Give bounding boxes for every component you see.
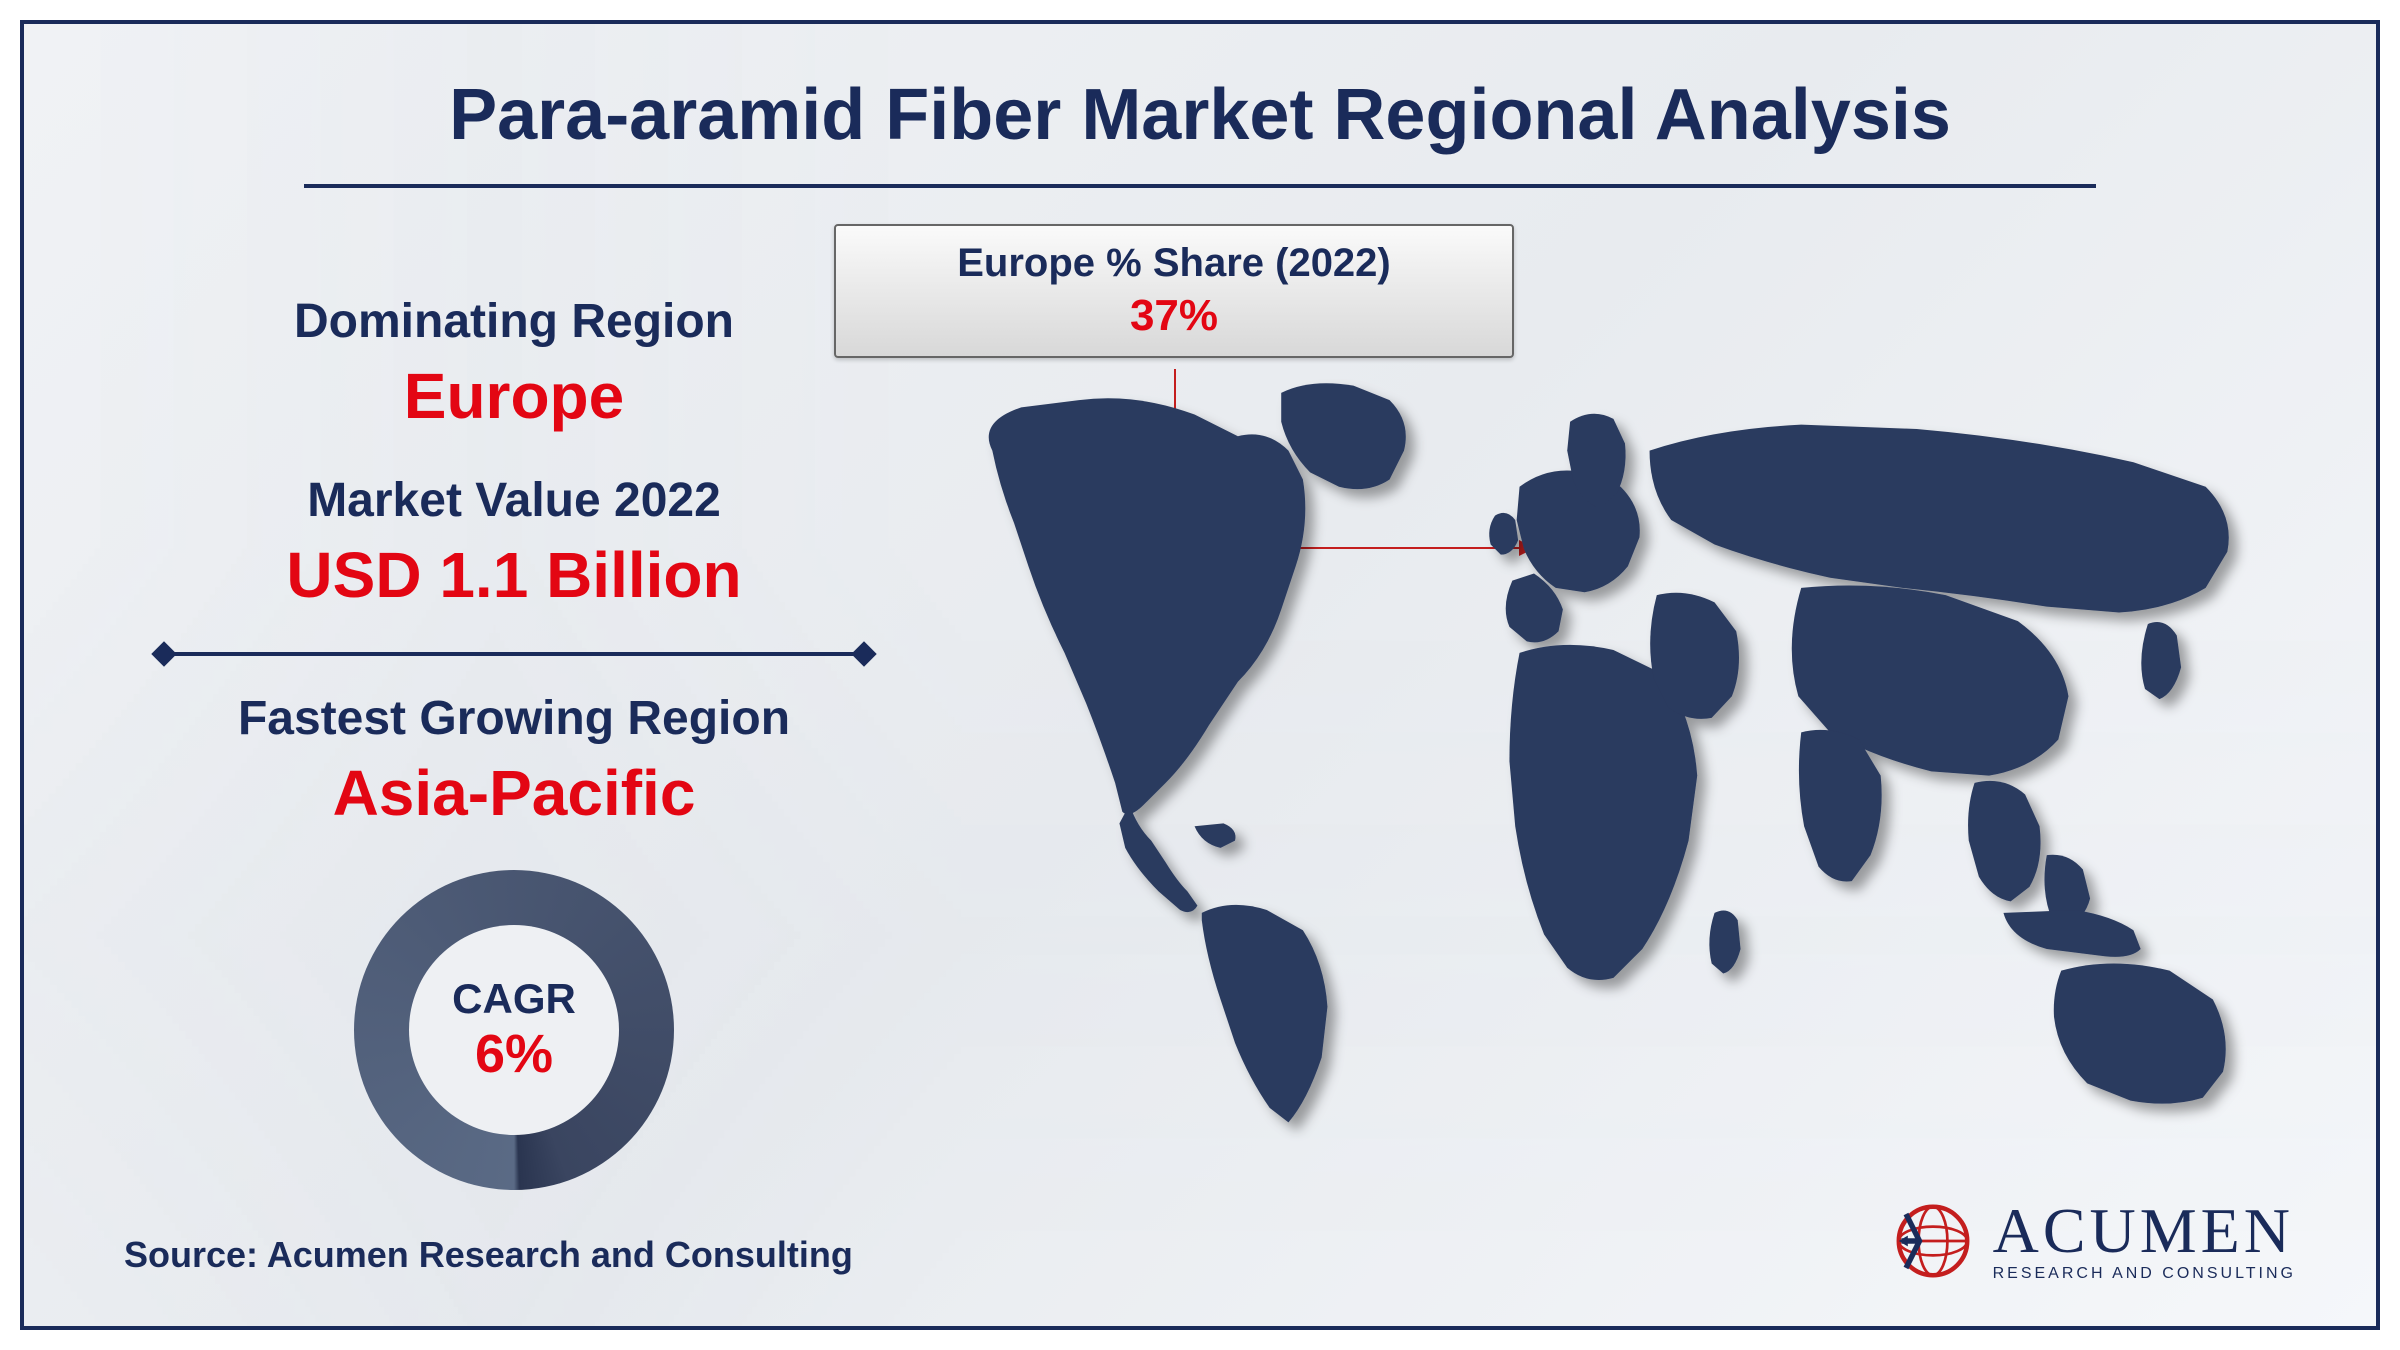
logo-main-text: ACUMEN: [1993, 1199, 2296, 1263]
company-logo: ACUMEN RESEARCH AND CONSULTING: [1888, 1196, 2296, 1286]
cagr-label: CAGR: [452, 975, 576, 1023]
world-map-svg: [874, 364, 2324, 1144]
market-value-value: USD 1.1 Billion: [104, 538, 924, 612]
fastest-growing-label: Fastest Growing Region: [104, 691, 924, 746]
market-value-label: Market Value 2022: [104, 473, 924, 528]
cagr-value: 6%: [475, 1023, 553, 1085]
fastest-growing-block: Fastest Growing Region Asia-Pacific: [104, 691, 924, 830]
title-underline: [304, 184, 2096, 188]
cagr-donut-chart: CAGR 6%: [354, 870, 674, 1190]
dominating-region-value: Europe: [104, 359, 924, 433]
world-map: [874, 364, 2324, 1144]
logo-sub-text: RESEARCH AND CONSULTING: [1993, 1265, 2296, 1283]
logo-globe-icon: [1888, 1196, 1978, 1286]
chart-title: Para-aramid Fiber Market Regional Analys…: [24, 74, 2376, 156]
stats-panel: Dominating Region Europe Market Value 20…: [104, 294, 924, 1190]
cagr-inner: CAGR 6%: [409, 925, 619, 1135]
callout-label: Europe % Share (2022): [856, 241, 1492, 286]
market-value-block: Market Value 2022 USD 1.1 Billion: [104, 473, 924, 612]
logo-text: ACUMEN RESEARCH AND CONSULTING: [1993, 1199, 2296, 1283]
fastest-growing-value: Asia-Pacific: [104, 756, 924, 830]
infographic-frame: Para-aramid Fiber Market Regional Analys…: [20, 20, 2380, 1330]
dominating-region-label: Dominating Region: [104, 294, 924, 349]
callout-value: 37%: [856, 291, 1492, 341]
share-callout-box: Europe % Share (2022) 37%: [834, 224, 1514, 358]
stats-divider: [164, 652, 864, 656]
dominating-region-block: Dominating Region Europe: [104, 294, 924, 433]
source-text: Source: Acumen Research and Consulting: [124, 1234, 853, 1276]
